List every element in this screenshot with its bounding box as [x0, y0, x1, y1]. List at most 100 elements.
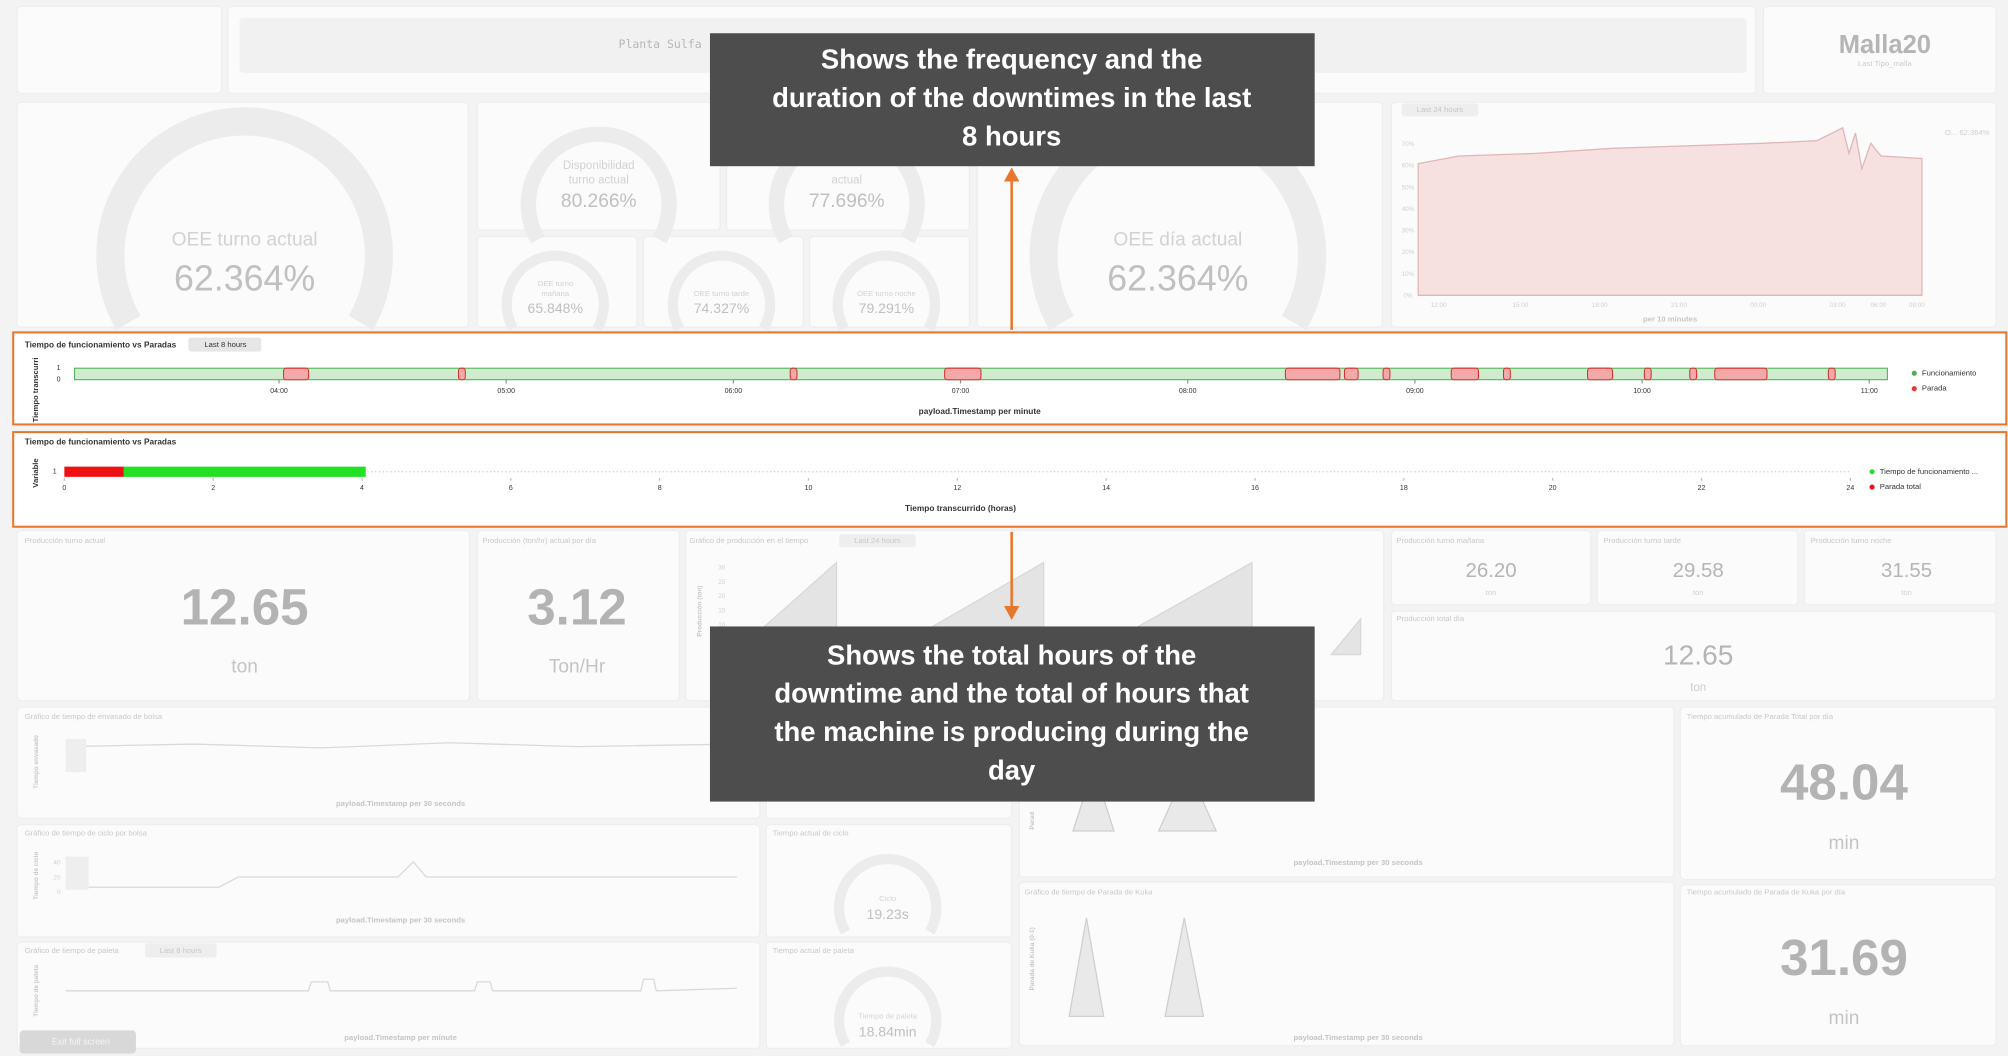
gauge-arc — [834, 966, 942, 1048]
label: 15 — [718, 608, 726, 615]
label: Tiempo acumulado de Parada Total por día — [1687, 712, 1834, 721]
label: 70% — [1402, 141, 1415, 148]
label: 12.65 — [1663, 640, 1733, 671]
gauge-arc — [834, 854, 942, 935]
label: Parada de Kuka (0-1) — [1029, 927, 1036, 990]
label: 12.65 — [181, 579, 309, 636]
label: 4 — [360, 485, 364, 492]
gauge-arc — [520, 126, 677, 244]
label: payload.Timestamp per 30 seconds — [1294, 858, 1423, 867]
label: Producción (ton/hr) actual por día — [482, 536, 596, 545]
label: 20 — [718, 593, 726, 600]
panel — [16, 529, 471, 702]
legend-dot — [1911, 386, 1917, 392]
label: Tiempo actual de ciclo — [773, 829, 849, 838]
legend-dot — [1869, 484, 1875, 490]
panel — [809, 235, 971, 328]
panel — [476, 529, 680, 702]
panel — [1679, 884, 1997, 1047]
label: Tiempo de funcionamiento vs Paradas — [25, 339, 177, 349]
label: 31.69 — [1780, 929, 1908, 986]
panel — [1762, 5, 1997, 94]
label: O... 62.364% — [1945, 128, 1990, 137]
panel — [1803, 529, 1997, 606]
label: Tiempo de funcionamiento ... — [1880, 467, 1978, 476]
label: OEE turno noche — [857, 289, 916, 298]
panel — [16, 823, 761, 938]
label: OEE turno tarde — [694, 289, 749, 298]
label: actual — [831, 174, 862, 186]
label: 10:00 — [1633, 388, 1651, 395]
badge — [839, 534, 916, 548]
exit-button[interactable] — [19, 1030, 136, 1054]
label: OEE turno actual — [172, 229, 318, 250]
gauge-arc — [832, 250, 940, 332]
label: Parada total — [1880, 482, 1922, 491]
label: 65.848% — [528, 300, 583, 316]
label: 48.04 — [1780, 754, 1909, 811]
label: 20% — [1402, 249, 1415, 256]
label: 80.266% — [561, 191, 637, 212]
label: payload.Timestamp per minute — [344, 1033, 457, 1042]
downtime — [1689, 367, 1698, 381]
label: Planta Sulfa — [619, 37, 702, 51]
bar — [64, 466, 124, 477]
downtime — [1827, 367, 1836, 381]
label: 30 — [718, 564, 726, 571]
label: 62.364% — [1107, 259, 1248, 299]
label: 09:00 — [1909, 302, 1925, 309]
label: 06:00 — [1870, 302, 1886, 309]
label: 03:00 — [1830, 302, 1846, 309]
label: ton — [1901, 588, 1912, 597]
label: Last 24 hours — [1417, 105, 1464, 114]
label: 0% — [1403, 292, 1413, 299]
callout-box — [709, 626, 1315, 802]
label: 31.55 — [1881, 559, 1932, 582]
mini-line — [65, 860, 737, 888]
highlight-panel — [12, 431, 2008, 528]
label: 74.327% — [694, 300, 749, 316]
legend-dot — [1869, 469, 1875, 475]
label: 11:00 — [1861, 388, 1878, 395]
gauge-arc — [96, 107, 393, 330]
label: 26.20 — [1466, 559, 1517, 582]
callout-box — [709, 33, 1315, 167]
mini-line — [65, 742, 737, 749]
label: Tiempo acumulado de Parada de Kuka por d… — [1687, 887, 1846, 896]
panel — [476, 235, 638, 328]
panel — [765, 941, 1013, 1049]
badge — [1401, 103, 1479, 117]
label: Exit full screen — [52, 1036, 110, 1046]
label: Tiempo actual de paleta — [773, 946, 855, 955]
badge — [188, 337, 262, 352]
mini-peak — [1068, 917, 1105, 1018]
label: Gráfico de producción en el tiempo — [690, 536, 809, 545]
panel — [16, 5, 223, 94]
downtime — [1643, 367, 1652, 381]
label: 15:00 — [1513, 302, 1529, 309]
panel — [1390, 610, 1997, 702]
production-ramp — [1329, 616, 1362, 656]
label: OEE día actual — [1113, 229, 1242, 250]
label: 18.84min — [859, 1024, 917, 1040]
label: Tiempo transcurrido (horas) — [905, 503, 1016, 513]
label: Producción turno mañana — [1396, 536, 1484, 545]
label: 10% — [1402, 271, 1415, 278]
label: 12 — [953, 485, 961, 492]
downtime — [1343, 367, 1359, 381]
label: Parada — [1922, 384, 1947, 393]
label: Variable — [31, 458, 40, 487]
label: mañana — [541, 289, 569, 298]
label: 0 — [62, 485, 66, 492]
label: 05:00 — [497, 388, 515, 395]
label: 8 — [658, 485, 662, 492]
label: ton — [1693, 588, 1704, 597]
downtime — [1502, 367, 1511, 381]
label: 6 — [509, 485, 513, 492]
label: 09:00 — [1406, 388, 1424, 395]
downtime — [789, 367, 798, 381]
label: 07:00 — [952, 388, 970, 395]
label: 0 — [57, 377, 61, 384]
downtime — [1714, 367, 1768, 381]
